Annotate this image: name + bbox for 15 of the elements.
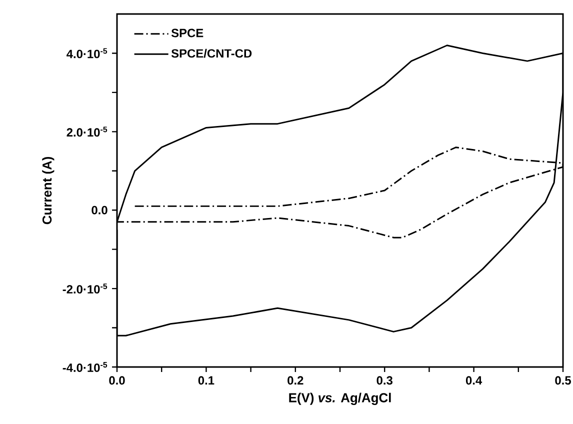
x-axis-title: E(V) vs. Ag/AgCl bbox=[289, 392, 391, 405]
y-tick-label: 2.0·10$^{-5}$ bbox=[66, 126, 108, 137]
y-axis-title: Current (A) bbox=[42, 156, 54, 224]
y-tick-label: 4.0·10$^{-5}$ bbox=[66, 48, 108, 58]
y-tick-label: 0.0 bbox=[92, 206, 108, 214]
legend-label: SPCE/CNT-CD bbox=[171, 48, 252, 58]
x-tick-label: 0.3 bbox=[376, 376, 392, 385]
x-tick-label: 0.5 bbox=[555, 376, 571, 385]
x-tick-label: 0.2 bbox=[288, 376, 304, 385]
legend-label: SPCE bbox=[171, 28, 204, 38]
y-tick-label: -2.0·10$^{-5}$ bbox=[62, 284, 108, 294]
x-tick-label: 0.0 bbox=[109, 376, 125, 385]
x-tick-label: 0.4 bbox=[466, 376, 482, 385]
x-tick-label: 0.1 bbox=[198, 376, 214, 385]
y-tick-label: -4.0·10$^{-5}$ bbox=[62, 362, 108, 372]
